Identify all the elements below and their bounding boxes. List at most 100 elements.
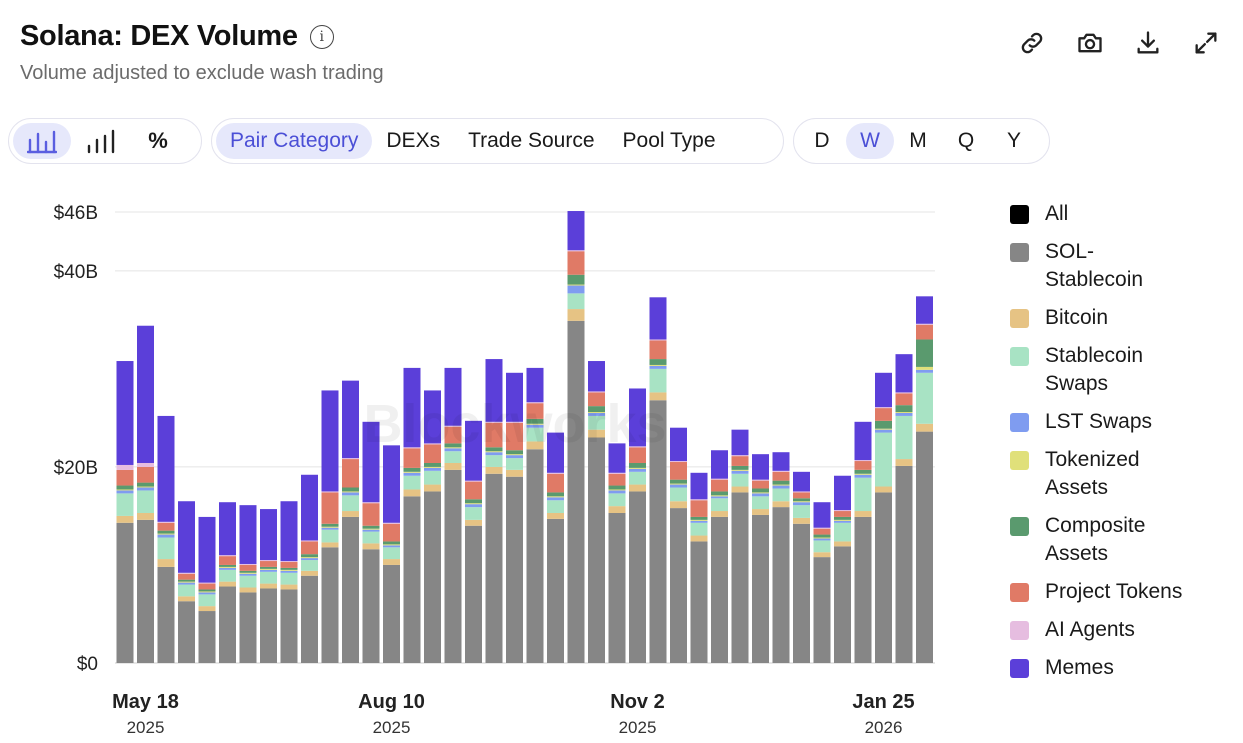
bar-segment-comp[interactable]	[321, 523, 339, 527]
bar-stack[interactable]	[649, 297, 667, 663]
bar-segment-proj[interactable]	[793, 492, 810, 499]
legend-item-ai[interactable]: AI Agents	[1010, 616, 1235, 644]
bar-segment-proj[interactable]	[403, 448, 421, 468]
bar-segment-lst[interactable]	[916, 369, 933, 373]
bar-segment-memes[interactable]	[895, 354, 913, 393]
bar-segment-btc[interactable]	[731, 486, 749, 493]
legend-item-memes[interactable]: Memes	[1010, 654, 1235, 682]
bar-segment-tok[interactable]	[198, 591, 216, 593]
bar-segment-lst[interactable]	[690, 520, 708, 523]
bar-segment-ai[interactable]	[485, 421, 503, 423]
bar-stack[interactable]	[711, 450, 728, 663]
bar-segment-btc[interactable]	[547, 512, 564, 519]
bar-segment-proj[interactable]	[424, 444, 441, 463]
bar-segment-btc[interactable]	[137, 512, 154, 520]
bar-segment-lst[interactable]	[629, 468, 646, 472]
bar-segment-sol[interactable]	[116, 522, 134, 663]
bar-segment-memes[interactable]	[321, 390, 339, 492]
bar-segment-memes[interactable]	[875, 372, 892, 408]
bar-segment-btc[interactable]	[567, 309, 585, 321]
bar-segment-tok[interactable]	[567, 284, 585, 286]
bar-segment-proj[interactable]	[506, 422, 523, 451]
bar-segment-stable[interactable]	[342, 495, 359, 512]
bar-segment-proj[interactable]	[834, 511, 851, 517]
bar-segment-tok[interactable]	[157, 533, 175, 535]
bar-segment-lst[interactable]	[813, 538, 831, 541]
bar-segment-stable[interactable]	[465, 507, 482, 520]
bar-segment-btc[interactable]	[813, 552, 831, 558]
bar-stack[interactable]	[670, 427, 687, 663]
bar-segment-proj[interactable]	[198, 583, 216, 590]
bar-segment-sol[interactable]	[137, 519, 154, 663]
bar-segment-sol[interactable]	[731, 492, 749, 663]
bar-segment-btc[interactable]	[280, 584, 298, 590]
bar-segment-ai[interactable]	[301, 540, 318, 542]
bar-segment-tok[interactable]	[526, 423, 544, 425]
legend-item-all[interactable]: All	[1010, 200, 1235, 228]
period-d[interactable]: D	[814, 129, 830, 152]
bar-segment-btc[interactable]	[239, 587, 257, 593]
bar-stack[interactable]	[916, 296, 933, 663]
bar-segment-btc[interactable]	[834, 541, 851, 547]
bar-segment-lst[interactable]	[834, 520, 851, 523]
bar-segment-memes[interactable]	[301, 474, 318, 541]
bar-segment-ai[interactable]	[198, 582, 216, 584]
bar-segment-lst[interactable]	[711, 496, 728, 499]
bar-segment-lst[interactable]	[362, 529, 380, 532]
bar-segment-sol[interactable]	[772, 507, 790, 663]
bar-segment-btc[interactable]	[116, 515, 134, 523]
legend-item-lst[interactable]: LST Swaps	[1010, 408, 1235, 436]
bar-segment-proj[interactable]	[547, 473, 564, 493]
bar-segment-memes[interactable]	[526, 367, 544, 403]
bar-segment-btc[interactable]	[629, 484, 646, 492]
bar-segment-stable[interactable]	[916, 372, 933, 424]
bar-segment-sol[interactable]	[219, 586, 236, 663]
stacked-bar-icon[interactable]	[13, 123, 71, 159]
bar-segment-sol[interactable]	[342, 516, 359, 663]
bar-segment-stable[interactable]	[608, 493, 626, 507]
bar-segment-memes[interactable]	[465, 420, 482, 481]
bar-segment-btc[interactable]	[424, 484, 441, 492]
bar-segment-proj[interactable]	[178, 573, 195, 580]
bar-stack[interactable]	[157, 415, 175, 663]
bar-segment-stable[interactable]	[711, 498, 728, 512]
bar-segment-memes[interactable]	[362, 421, 380, 503]
bar-segment-proj[interactable]	[711, 479, 728, 492]
bar-stack[interactable]	[690, 472, 708, 663]
bar-segment-tok[interactable]	[752, 492, 769, 494]
bar-segment-stable[interactable]	[301, 560, 318, 571]
bar-segment-btc[interactable]	[752, 509, 769, 515]
bar-segment-tok[interactable]	[793, 501, 810, 503]
bar-stack[interactable]	[854, 421, 872, 663]
bar-segment-lst[interactable]	[567, 285, 585, 294]
bar-segment-ai[interactable]	[772, 470, 790, 472]
bar-segment-ai[interactable]	[526, 402, 544, 404]
bar-segment-memes[interactable]	[342, 380, 359, 459]
bar-segment-memes[interactable]	[752, 454, 769, 480]
bar-segment-comp[interactable]	[793, 498, 810, 502]
bar-segment-memes[interactable]	[403, 367, 421, 448]
bar-segment-comp[interactable]	[403, 467, 421, 472]
bar-segment-sol[interactable]	[793, 523, 810, 663]
bar-segment-tok[interactable]	[895, 412, 913, 413]
bar-segment-stable[interactable]	[219, 569, 236, 582]
bar-segment-btc[interactable]	[198, 606, 216, 612]
bar-segment-ai[interactable]	[547, 472, 564, 474]
bar-segment-stable[interactable]	[526, 427, 544, 442]
bar-segment-comp[interactable]	[362, 525, 380, 529]
bar-segment-comp[interactable]	[916, 339, 933, 367]
bar-segment-tok[interactable]	[383, 544, 400, 546]
bar-segment-tok[interactable]	[711, 495, 728, 497]
bar-stack[interactable]	[219, 502, 236, 663]
bar-segment-proj[interactable]	[567, 251, 585, 275]
bar-segment-sol[interactable]	[547, 518, 564, 663]
bar-segment-tok[interactable]	[588, 412, 605, 413]
bar-segment-stable[interactable]	[321, 529, 339, 543]
bar-segment-proj[interactable]	[813, 528, 831, 535]
bar-segment-ai[interactable]	[793, 491, 810, 493]
bar-segment-stable[interactable]	[567, 293, 585, 310]
bar-segment-lst[interactable]	[506, 455, 523, 459]
bar-segment-lst[interactable]	[280, 570, 298, 573]
bar-segment-tok[interactable]	[772, 484, 790, 486]
bar-segment-tok[interactable]	[547, 496, 564, 498]
